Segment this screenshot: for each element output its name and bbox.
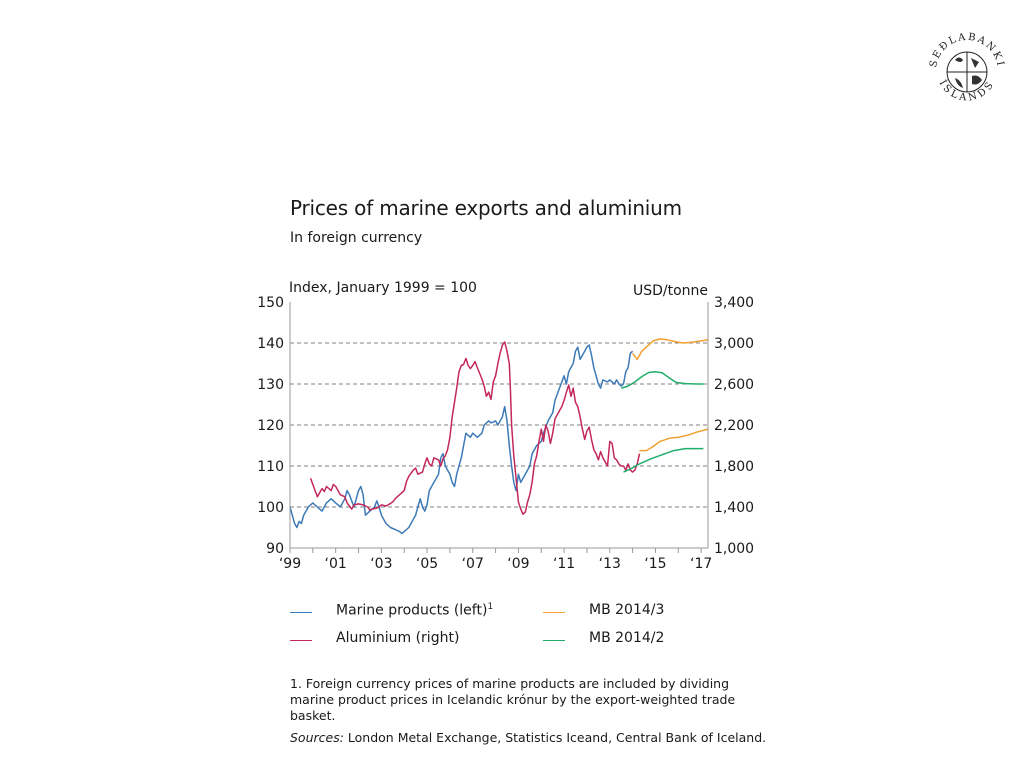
legend-label-mb3: MB 2014/3 bbox=[589, 602, 665, 618]
legend-label-mb2: MB 2014/2 bbox=[589, 630, 665, 646]
x-tick-label: ‘11 bbox=[553, 556, 575, 572]
chart-footnote: 1. Foreign currency prices of marine pro… bbox=[290, 676, 736, 723]
left-axis-label: Index, January 1999 = 100 bbox=[289, 280, 477, 296]
chart-subtitle: In foreign currency bbox=[290, 230, 423, 246]
legend-swatch-mb2 bbox=[543, 640, 565, 641]
series-lines bbox=[289, 338, 709, 535]
x-tick-label: ‘13 bbox=[599, 556, 621, 572]
series-line-mb-2014-2-right bbox=[623, 447, 704, 473]
series-line-aluminium-right bbox=[309, 341, 641, 515]
series-line-mb-2014-3-right bbox=[639, 428, 709, 452]
legend-footnote-marker: 1 bbox=[487, 602, 494, 612]
central-bank-logo: SEÐLABANKI ÍSLANDS bbox=[922, 26, 1012, 116]
x-tick-label: ‘01 bbox=[325, 556, 347, 572]
sources-text: London Metal Exchange, Statistics Iceand… bbox=[343, 730, 767, 745]
x-tick-label: ‘15 bbox=[644, 556, 666, 572]
x-tick-label: ‘17 bbox=[690, 556, 712, 572]
legend-swatch-aluminium bbox=[290, 640, 312, 641]
line-chart: 150 140 130 120 110 100 90 3,400 3,000 2,600 2,200… bbox=[257, 280, 754, 572]
right-tick-label: 1,800 bbox=[714, 459, 754, 475]
left-tick-label: 140 bbox=[257, 336, 284, 352]
right-tick-label: 2,200 bbox=[714, 418, 754, 434]
x-tick-label: ‘99 bbox=[279, 556, 301, 572]
grid-lines bbox=[290, 342, 708, 508]
right-axis-label: USD/tonne bbox=[633, 283, 708, 299]
legend-swatch-mb3 bbox=[543, 612, 565, 613]
left-tick-label: 90 bbox=[266, 541, 284, 557]
left-tick-label: 110 bbox=[257, 459, 284, 475]
chart-title: Prices of marine exports and aluminium bbox=[290, 196, 682, 220]
x-tick-label: ‘03 bbox=[370, 556, 392, 572]
right-tick-label: 1,400 bbox=[714, 500, 754, 516]
legend-swatch-marine bbox=[290, 612, 312, 613]
logo-seal-icon: SEÐLABANKI ÍSLANDS bbox=[928, 32, 1004, 104]
legend-label-marine: Marine products (left) bbox=[336, 602, 488, 619]
left-tick-label: 120 bbox=[257, 418, 284, 434]
chart-sources: Sources: London Metal Exchange, Statisti… bbox=[290, 730, 770, 745]
right-tick-label: 1,000 bbox=[714, 541, 754, 557]
x-tick-label: ‘09 bbox=[507, 556, 529, 572]
x-tick-label: ‘07 bbox=[462, 556, 484, 572]
series-line-mb-2014-3-left bbox=[632, 338, 709, 361]
right-tick-label: 2,600 bbox=[714, 377, 754, 393]
left-tick-label: 100 bbox=[257, 500, 284, 516]
right-tick-label: 3,000 bbox=[714, 336, 754, 352]
left-tick-label: 150 bbox=[257, 295, 284, 311]
series-line-marine-products-left bbox=[289, 344, 634, 535]
legend-label-aluminium: Aluminium (right) bbox=[336, 630, 460, 646]
axes: 150 140 130 120 110 100 90 3,400 3,000 2,600 2,200… bbox=[257, 295, 754, 572]
right-tick-label: 3,400 bbox=[714, 295, 754, 311]
x-tick-label: ‘05 bbox=[416, 556, 438, 572]
sources-label: Sources: bbox=[290, 730, 344, 745]
left-tick-label: 130 bbox=[257, 377, 284, 393]
series-line-mb-2014-2-left bbox=[620, 370, 704, 389]
